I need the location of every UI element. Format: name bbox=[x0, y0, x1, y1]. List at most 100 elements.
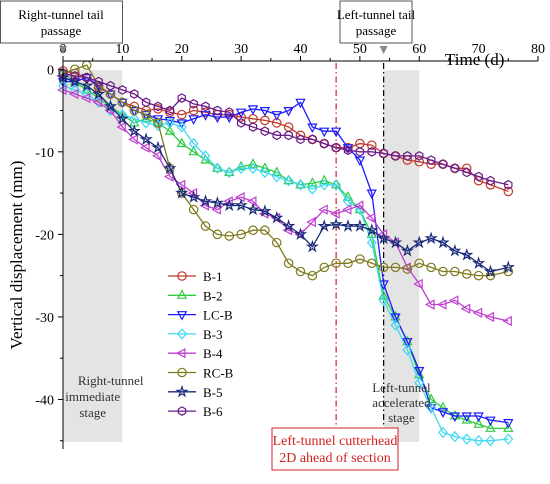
data-point-B-6 bbox=[403, 151, 412, 161]
x-axis-title: Time (d) bbox=[445, 50, 504, 69]
data-point-B-6 bbox=[331, 142, 341, 153]
data-point-B-2 bbox=[188, 145, 199, 156]
data-point-B-6 bbox=[82, 72, 92, 83]
data-point-B-6 bbox=[367, 146, 376, 157]
data-point-B-3 bbox=[271, 170, 282, 183]
data-point-B-6 bbox=[379, 148, 388, 159]
legend-marker bbox=[177, 406, 187, 416]
data-point-B-1 bbox=[366, 140, 377, 151]
data-point-B-4 bbox=[175, 179, 186, 191]
annotation-left-tunnel-tail: Left-tunnel tail passage bbox=[337, 7, 416, 38]
data-point-B-6 bbox=[450, 163, 460, 174]
data-point-B-4 bbox=[460, 303, 471, 314]
data-point-LC-B bbox=[319, 127, 330, 138]
legend-marker bbox=[175, 384, 189, 398]
data-point-B-5 bbox=[460, 248, 474, 261]
data-point-LC-B bbox=[366, 189, 377, 200]
series-B-4 bbox=[56, 84, 512, 327]
data-point-B-5 bbox=[483, 264, 498, 278]
data-point-B-6 bbox=[141, 97, 151, 108]
data-point-RC-B bbox=[200, 221, 211, 231]
data-point-B-3 bbox=[402, 344, 413, 356]
data-point-RC-B bbox=[117, 97, 128, 108]
data-point-B-4 bbox=[68, 88, 79, 100]
data-point-B-6 bbox=[391, 151, 400, 161]
x-tick-label: 20 bbox=[175, 42, 189, 57]
data-point-B-6 bbox=[284, 130, 293, 141]
data-point-B-5 bbox=[317, 219, 331, 232]
data-point-LC-B bbox=[330, 127, 342, 138]
data-point-B-3 bbox=[319, 179, 330, 191]
legend-label: B-4 bbox=[203, 346, 223, 361]
series-RC-B bbox=[58, 60, 514, 281]
data-point-B-4 bbox=[80, 92, 91, 104]
data-point-LC-B bbox=[425, 404, 437, 414]
data-point-B-4 bbox=[425, 299, 435, 310]
data-point-B-4 bbox=[306, 216, 316, 228]
x-tick-label: 70 bbox=[472, 42, 486, 57]
data-point-B-6 bbox=[355, 146, 365, 157]
data-point-RC-B bbox=[212, 229, 223, 240]
series-B-5 bbox=[56, 70, 516, 278]
data-point-B-5 bbox=[139, 132, 153, 146]
data-point-RC-B bbox=[503, 266, 514, 277]
data-point-B-4 bbox=[140, 142, 150, 153]
data-point-B-5 bbox=[282, 219, 296, 232]
data-point-B-5 bbox=[329, 217, 343, 231]
legend-marker bbox=[177, 271, 187, 281]
data-point-LC-B bbox=[295, 98, 306, 109]
data-point-B-5 bbox=[501, 260, 516, 273]
callout-box-cutterhead bbox=[271, 427, 399, 471]
data-point-B-3 bbox=[390, 319, 401, 331]
data-point-B-4 bbox=[365, 212, 376, 224]
data-point-B-5 bbox=[448, 243, 462, 257]
data-point-B-3 bbox=[366, 236, 377, 249]
data-point-B-3 bbox=[200, 150, 211, 162]
legend-item-B-5: B-5 bbox=[168, 384, 223, 400]
data-point-RC-B bbox=[153, 118, 163, 128]
data-point-LC-B bbox=[485, 416, 496, 427]
y-tick-label: -30 bbox=[35, 311, 54, 326]
data-point-B-4 bbox=[235, 191, 245, 203]
data-point-B-5 bbox=[424, 231, 438, 245]
x-tick-label: 10 bbox=[115, 42, 129, 57]
data-point-B-4 bbox=[341, 204, 352, 215]
data-point-B-1 bbox=[176, 109, 187, 120]
data-point-RC-B bbox=[188, 204, 199, 215]
data-point-B-5 bbox=[92, 86, 106, 100]
x-tick-label: 80 bbox=[531, 42, 545, 57]
data-point-B-3 bbox=[461, 433, 472, 445]
data-point-B-5 bbox=[103, 99, 118, 112]
data-point-B-5 bbox=[151, 140, 165, 154]
data-point-B-3 bbox=[307, 183, 318, 195]
data-point-LC-B bbox=[461, 412, 472, 423]
data-point-B-1 bbox=[503, 186, 514, 197]
data-point-B-2 bbox=[330, 178, 342, 189]
data-point-B-3 bbox=[473, 434, 484, 447]
data-point-B-4 bbox=[353, 200, 364, 211]
data-point-B-2 bbox=[503, 422, 514, 432]
data-point-RC-B bbox=[331, 258, 341, 269]
data-point-B-6 bbox=[426, 155, 436, 165]
data-point-LC-B bbox=[247, 105, 259, 115]
legend-item-LC-B: LC-B bbox=[168, 308, 233, 323]
data-point-RC-B bbox=[70, 64, 80, 75]
data-point-B-6 bbox=[213, 105, 222, 116]
data-point-B-3 bbox=[176, 121, 187, 133]
data-point-B-2 bbox=[485, 422, 496, 432]
data-point-B-4 bbox=[163, 171, 174, 182]
data-point-B-1 bbox=[236, 112, 246, 122]
data-point-B-5 bbox=[400, 243, 414, 257]
data-point-B-6 bbox=[225, 107, 234, 118]
data-point-B-1 bbox=[153, 104, 163, 114]
legend-item-B-6: B-6 bbox=[168, 404, 223, 419]
data-point-B-3 bbox=[141, 117, 152, 129]
data-point-B-6 bbox=[153, 101, 163, 112]
data-point-LC-B bbox=[271, 111, 282, 121]
data-point-RC-B bbox=[141, 109, 151, 120]
data-point-B-6 bbox=[272, 130, 281, 141]
data-point-B-4 bbox=[436, 299, 447, 310]
data-point-RC-B bbox=[343, 258, 353, 269]
